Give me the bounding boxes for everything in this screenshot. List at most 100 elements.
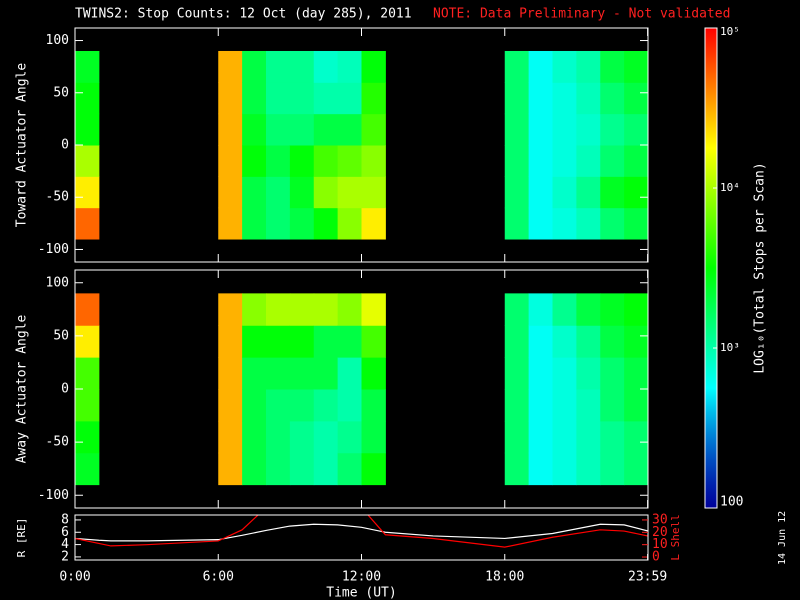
heat-cell	[576, 420, 601, 454]
y-tick-label: 4	[61, 537, 69, 552]
heat-cell	[75, 207, 100, 240]
y-tick-label: 100	[46, 275, 69, 290]
heat-cell	[75, 293, 100, 326]
heat-cell	[242, 50, 267, 83]
heat-cell	[361, 325, 386, 358]
heat-cell	[600, 145, 625, 177]
heat-cell	[266, 420, 291, 454]
heat-cell	[289, 50, 315, 83]
heat-cell	[624, 50, 649, 83]
heat-cell	[218, 207, 243, 240]
heat-cell	[242, 325, 267, 358]
heat-cell	[289, 82, 315, 115]
y2-tick-label: 20	[652, 525, 668, 540]
y2-tick-label: 10	[652, 537, 668, 552]
heat-cell	[624, 420, 649, 454]
heat-cell	[218, 50, 243, 83]
heat-cell	[337, 325, 362, 358]
heat-cell	[576, 452, 601, 486]
date-stamp: 14 Jun 12	[777, 511, 788, 565]
heat-cell	[289, 452, 315, 486]
heat-cell	[361, 145, 386, 177]
heat-cell	[624, 145, 649, 177]
heat-cell	[552, 420, 577, 454]
heat-cell	[361, 452, 386, 486]
series-line	[75, 515, 648, 548]
heat-cell	[504, 357, 530, 390]
y2-axis-label: L Shell	[669, 514, 682, 560]
heat-cell	[75, 420, 100, 454]
heat-cell	[600, 293, 625, 326]
heat-cell	[600, 325, 625, 358]
heat-cell	[75, 145, 100, 177]
heat-cell	[313, 176, 339, 209]
heat-cell	[600, 389, 625, 422]
heat-cell	[552, 389, 577, 422]
heat-cell	[624, 293, 649, 326]
heat-cell	[504, 145, 530, 177]
heat-cell	[218, 420, 243, 454]
y2-tick-label: 0	[652, 550, 660, 565]
heat-cell	[361, 293, 386, 326]
heat-cell	[600, 50, 625, 83]
heat-cell	[528, 452, 553, 486]
heat-cell	[552, 293, 577, 326]
heat-cell	[361, 389, 386, 422]
heat-cell	[504, 420, 530, 454]
heat-cell	[218, 176, 243, 209]
heat-cell	[289, 357, 315, 390]
heat-cell	[337, 176, 362, 209]
heat-cell	[624, 176, 649, 209]
heat-cell	[504, 293, 530, 326]
x-tick-label: 0:00	[59, 570, 90, 585]
heat-cell	[75, 50, 100, 83]
heat-cell	[337, 452, 362, 486]
heat-cell	[218, 82, 243, 115]
heat-cell	[361, 113, 386, 146]
heat-cell	[528, 293, 553, 326]
heat-cell	[266, 207, 291, 240]
heat-cell	[266, 452, 291, 486]
heat-cell	[624, 113, 649, 146]
y-tick-label: 0	[61, 138, 69, 153]
heat-cell	[576, 207, 601, 240]
heat-cell	[528, 82, 553, 115]
heat-cell	[313, 50, 339, 83]
heat-cell	[504, 325, 530, 358]
heat-cell	[600, 207, 625, 240]
y-tick-label: 6	[61, 525, 69, 540]
heat-cell	[504, 113, 530, 146]
heat-cell	[242, 357, 267, 390]
heat-cell	[576, 357, 601, 390]
heat-cell	[242, 176, 267, 209]
heat-cell	[266, 113, 291, 146]
heat-cell	[552, 357, 577, 390]
y-tick-label: -100	[38, 242, 69, 257]
heat-cell	[361, 207, 386, 240]
colorbar-tick-label: 10³	[720, 341, 740, 354]
heat-cell	[337, 145, 362, 177]
heat-cell	[313, 452, 339, 486]
heat-cell	[218, 145, 243, 177]
heat-cell	[600, 420, 625, 454]
heat-cell	[313, 113, 339, 146]
heat-cell	[75, 113, 100, 146]
heat-cell	[528, 176, 553, 209]
y-tick-label: 2	[61, 549, 69, 564]
heat-cell	[337, 82, 362, 115]
y-tick-label: 8	[61, 512, 69, 527]
heat-cell	[624, 325, 649, 358]
heat-cell	[266, 145, 291, 177]
line-group	[75, 515, 648, 548]
heat-cell	[337, 293, 362, 326]
heat-cell	[75, 357, 100, 390]
heat-cell	[75, 82, 100, 115]
heat-cell	[75, 389, 100, 422]
heat-cell	[337, 50, 362, 83]
heat-cell	[600, 452, 625, 486]
heat-cell	[266, 357, 291, 390]
heat-cell	[242, 113, 267, 146]
heat-cell	[75, 176, 100, 209]
heat-cell	[528, 325, 553, 358]
heat-cell	[289, 325, 315, 358]
